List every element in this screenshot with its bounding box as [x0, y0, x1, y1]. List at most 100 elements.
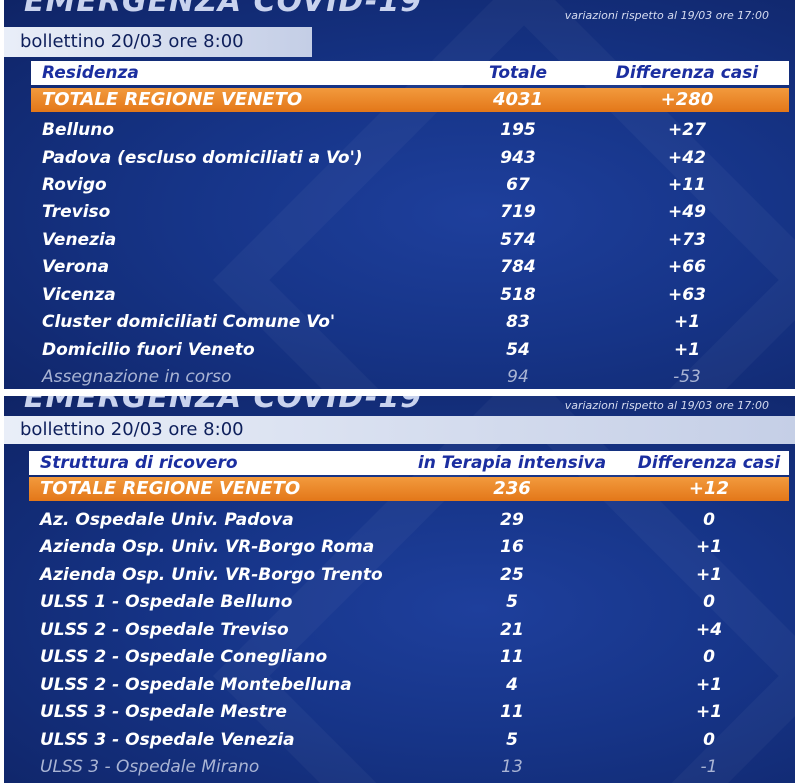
row-total: 67 — [506, 175, 530, 195]
row-total: 4 — [506, 675, 518, 695]
table-row: Rovigo 67 +11 — [31, 172, 789, 199]
row-difference: 0 — [703, 592, 715, 612]
row-difference: +1 — [695, 565, 723, 585]
row-total: 11 — [500, 702, 524, 722]
row-total: 25 — [500, 565, 524, 585]
row-label: ULSS 3 - Ospedale Mestre — [40, 702, 287, 722]
variation-note: variazioni rispetto al 19/03 ore 17:00 — [564, 399, 769, 412]
row-label: Vicenza — [42, 285, 116, 305]
table-row: Vicenza 518 +63 — [31, 282, 789, 309]
column-header-totale: Totale — [488, 63, 548, 83]
table-row: Verona 784 +66 — [31, 254, 789, 281]
total-row: TOTALE REGIONE VENETO 236 +12 — [29, 477, 789, 501]
row-difference: +1 — [695, 702, 723, 722]
row-label: ULSS 1 - Ospedale Belluno — [40, 592, 293, 612]
row-difference: +11 — [668, 175, 706, 195]
table-row: ULSS 2 - Ospedale Montebelluna 4 +1 — [29, 672, 789, 699]
row-difference: +4 — [695, 620, 723, 640]
row-total: 54 — [506, 340, 530, 360]
row-label: Az. Ospedale Univ. Padova — [40, 510, 294, 530]
column-header-struttura: Struttura di ricovero — [40, 453, 238, 473]
row-total: 94 — [507, 367, 529, 387]
column-header-terapia-intensiva: in Terapia intensiva — [417, 453, 607, 473]
row-label: Rovigo — [42, 175, 107, 195]
row-label: Azienda Osp. Univ. VR-Borgo Trento — [40, 565, 383, 585]
total-difference: +280 — [660, 89, 714, 110]
row-total: 16 — [500, 537, 524, 557]
table-row: Padova (escluso domiciliati a Vo') 943 +… — [31, 145, 789, 172]
row-total: 943 — [500, 148, 536, 168]
row-label: Padova (escluso domiciliati a Vo') — [42, 148, 363, 168]
table-row: Azienda Osp. Univ. VR-Borgo Roma 16 +1 — [29, 534, 789, 561]
table-row: ULSS 3 - Ospedale Mestre 11 +1 — [29, 699, 789, 726]
table-row: Azienda Osp. Univ. VR-Borgo Trento 25 +1 — [29, 562, 789, 589]
row-total: 518 — [500, 285, 536, 305]
table-row: Treviso 719 +49 — [31, 199, 789, 226]
row-difference: +49 — [668, 202, 706, 222]
row-total: 21 — [500, 620, 524, 640]
column-header-differenza: Differenza casi — [615, 63, 759, 83]
column-header-row: Struttura di ricovero in Terapia intensi… — [29, 451, 789, 475]
row-label: Assegnazione in corso — [42, 367, 232, 387]
table-row: Az. Ospedale Univ. Padova 29 0 — [29, 507, 789, 534]
panel-title: EMERGENZA COVID-19 — [24, 396, 423, 415]
row-label: Treviso — [42, 202, 111, 222]
row-total: 11 — [500, 647, 524, 667]
table-row: Venezia 574 +73 — [31, 227, 789, 254]
row-difference: +42 — [668, 148, 706, 168]
bulletin-date: bollettino 20/03 ore 8:00 — [4, 416, 795, 444]
panel-separator — [0, 389, 800, 396]
total-value: 4031 — [492, 89, 544, 110]
row-label: Azienda Osp. Univ. VR-Borgo Roma — [40, 537, 375, 557]
column-header-residenza: Residenza — [42, 63, 139, 83]
row-difference: +1 — [695, 537, 723, 557]
row-label: ULSS 2 - Ospedale Conegliano — [40, 647, 328, 667]
total-value: 236 — [493, 478, 531, 499]
row-total: 195 — [500, 120, 536, 140]
row-label: Verona — [42, 257, 110, 277]
table-row: ULSS 1 - Ospedale Belluno 5 0 — [29, 589, 789, 616]
variation-note: variazioni rispetto al 19/03 ore 17:00 — [564, 9, 769, 22]
row-difference: +63 — [668, 285, 706, 305]
column-header-row: Residenza Totale Differenza casi — [31, 61, 789, 85]
row-difference: +73 — [668, 230, 706, 250]
row-label: ULSS 3 - Ospedale Venezia — [40, 730, 295, 750]
total-difference: +12 — [688, 478, 730, 499]
row-difference: -1 — [700, 757, 718, 777]
row-label: ULSS 3 - Ospedale Mirano — [40, 757, 260, 777]
total-row: TOTALE REGIONE VENETO 4031 +280 — [31, 88, 789, 112]
table-row: Assegnazione in corso 94 -53 — [31, 364, 789, 389]
row-difference: +1 — [673, 312, 701, 332]
row-difference: +66 — [668, 257, 706, 277]
row-total: 574 — [500, 230, 536, 250]
row-label: Cluster domiciliati Comune Vo' — [42, 312, 336, 332]
table-row: Belluno 195 +27 — [31, 117, 789, 144]
row-difference: +27 — [668, 120, 706, 140]
row-difference: 0 — [703, 647, 715, 667]
table-row: ULSS 2 - Ospedale Treviso 21 +4 — [29, 617, 789, 644]
column-header-differenza: Differenza casi — [637, 453, 781, 473]
row-label: ULSS 2 - Ospedale Montebelluna — [40, 675, 352, 695]
row-label: Belluno — [42, 120, 115, 140]
intensive-care-panel: EMERGENZA COVID-19 variazioni rispetto a… — [4, 396, 795, 783]
total-label: TOTALE REGIONE VENETO — [40, 478, 301, 499]
row-difference: +1 — [673, 340, 701, 360]
row-total: 13 — [501, 757, 523, 777]
row-total: 83 — [506, 312, 530, 332]
total-label: TOTALE REGIONE VENETO — [42, 89, 303, 110]
residence-panel: EMERGENZA COVID-19 variazioni rispetto a… — [4, 0, 795, 389]
bulletin-date: bollettino 20/03 ore 8:00 — [4, 27, 312, 57]
table-row: ULSS 2 - Ospedale Conegliano 11 0 — [29, 644, 789, 671]
row-total: 5 — [506, 592, 518, 612]
row-total: 29 — [500, 510, 524, 530]
row-total: 5 — [506, 730, 518, 750]
row-total: 719 — [500, 202, 536, 222]
row-difference: 0 — [703, 730, 715, 750]
row-label: Domicilio fuori Veneto — [42, 340, 255, 360]
row-total: 784 — [500, 257, 536, 277]
table-row: ULSS 3 - Ospedale Venezia 5 0 — [29, 727, 789, 754]
row-label: ULSS 2 - Ospedale Treviso — [40, 620, 289, 640]
table-row: Domicilio fuori Veneto 54 +1 — [31, 337, 789, 364]
row-label: Venezia — [42, 230, 117, 250]
table-row: ULSS 3 - Ospedale Mirano 13 -1 — [29, 754, 789, 781]
